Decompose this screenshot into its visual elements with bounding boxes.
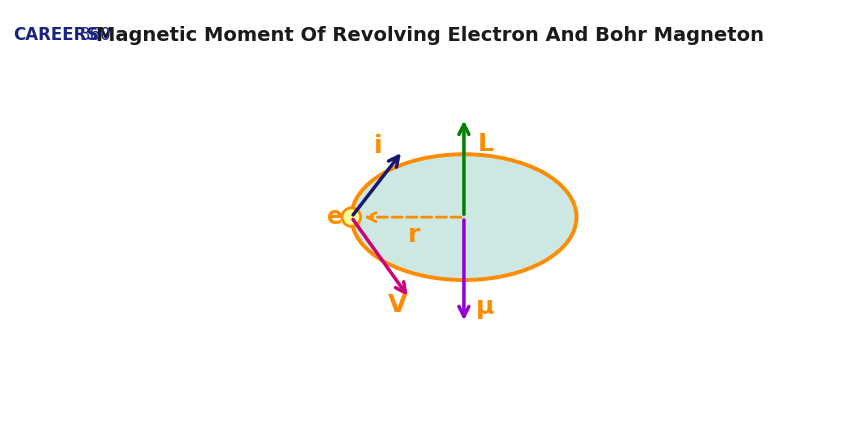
Text: r: r (408, 223, 421, 247)
Text: 360: 360 (80, 26, 112, 44)
Text: Magnetic Moment Of Revolving Electron And Bohr Magneton: Magnetic Moment Of Revolving Electron An… (96, 26, 764, 45)
Ellipse shape (352, 154, 576, 280)
Text: e: e (328, 205, 343, 229)
Text: CAREERS: CAREERS (13, 26, 98, 44)
Circle shape (342, 208, 360, 227)
Text: i: i (373, 134, 382, 158)
Text: L: L (477, 132, 494, 157)
Text: μ: μ (476, 295, 494, 319)
Text: V: V (388, 293, 408, 317)
